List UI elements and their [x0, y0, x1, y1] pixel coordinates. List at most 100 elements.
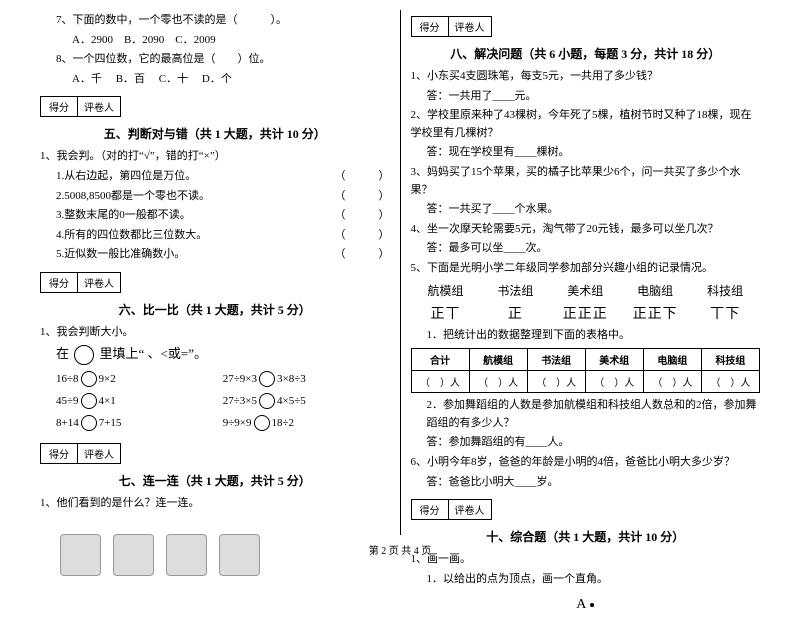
- th2: 书法组: [527, 349, 585, 371]
- figure-2: [113, 534, 154, 576]
- score-box-10: 得分 评卷人: [411, 499, 492, 520]
- grader-label: 评卷人: [449, 17, 491, 36]
- score-label: 得分: [41, 273, 78, 292]
- right-column: 得分 评卷人 八、解决问题（共 6 小题，每题 3 分，共计 18 分） 1、小…: [401, 10, 771, 535]
- q8-opt-a: A．千: [72, 73, 102, 85]
- dot-icon: [590, 603, 594, 607]
- tally-headers: 航模组 书法组 美术组 电脑组 科技组: [411, 282, 761, 299]
- grp2: 书法组: [480, 282, 550, 299]
- figure-4: [219, 534, 260, 576]
- m2l2: 4×1: [99, 395, 116, 407]
- td4: （ ）人: [643, 371, 701, 393]
- q7-options: A．2900 B．2090 C．2009: [40, 32, 390, 50]
- instr-c: 、<或=”。: [148, 346, 207, 361]
- grp1: 航模组: [411, 282, 481, 299]
- sec5-i1-text: 1.从右边起，第四位是万位。: [56, 170, 196, 182]
- sec5-intro: 1、我会判。（对的打“√”，错的打“×”）: [40, 148, 390, 166]
- sec8-a5: 答：参加舞蹈组的有____人。: [411, 434, 761, 452]
- sec5-i3-text: 3.整数末尾的0一般都不读。: [56, 209, 191, 221]
- th4: 电脑组: [643, 349, 701, 371]
- q7-text: 7、下面的数中，一个零也不读的是（ ）。: [40, 12, 390, 30]
- sec8-q6: 6、小明今年8岁，爸爸的年龄是小明的4倍，爸爸比小明大多少岁？: [411, 454, 761, 472]
- sec5-i4-text: 4.所有的四位数都比三位数大。: [56, 229, 207, 241]
- sec5-i5-text: 5.近似数一般比准确数小。: [56, 248, 185, 260]
- td5: （ ）人: [701, 371, 759, 393]
- sec8-title: 八、解决问题（共 6 小题，每题 3 分，共计 18 分）: [411, 45, 761, 62]
- score-label: 得分: [412, 17, 449, 36]
- sec8-t1: 1．把统计出的数据整理到下面的表格中。: [411, 327, 761, 345]
- sec7-title: 七、连一连（共 1 大题，共计 5 分）: [40, 472, 390, 489]
- m3r2: 18÷2: [272, 417, 295, 429]
- m1l1: 16÷8: [56, 373, 79, 385]
- sec5-item4: 4.所有的四位数都比三位数大。（ ）: [40, 227, 390, 245]
- th3: 美术组: [585, 349, 643, 371]
- grader-label: 评卷人: [449, 500, 491, 519]
- tm3: 正正正: [550, 303, 620, 323]
- score-label: 得分: [41, 97, 78, 116]
- q7-opt-b: B．2090: [124, 34, 164, 46]
- grader-label: 评卷人: [78, 444, 120, 463]
- sec8-q3: 3、妈妈买了15个苹果，买的橘子比苹果少6个，问一共买了多少个水果？: [411, 164, 761, 199]
- grp3: 美术组: [550, 282, 620, 299]
- m3r1: 9÷9×9: [223, 417, 252, 429]
- tm2: 正: [480, 303, 550, 323]
- sec7-q: 1、他们看到的是什么？连一连。: [40, 495, 390, 513]
- score-box-7: 得分 评卷人: [40, 443, 121, 464]
- sec8-q1: 1、小东买4支圆珠笔，每支5元，一共用了多少钱？: [411, 68, 761, 86]
- grader-label: 评卷人: [78, 273, 120, 292]
- circle-icon: [254, 415, 270, 431]
- th1: 航模组: [469, 349, 527, 371]
- td3: （ ）人: [585, 371, 643, 393]
- th0: 合计: [411, 349, 469, 371]
- td2: （ ）人: [527, 371, 585, 393]
- sec8-q5: 5、下面是光明小学二年级同学参加部分兴趣小组的记录情况。: [411, 260, 761, 278]
- m2r2: 4×5÷5: [277, 395, 306, 407]
- sec5-item2: 2.5008,8500都是一个零也不读。（ ）: [40, 188, 390, 206]
- score-box-8: 得分 评卷人: [411, 16, 492, 37]
- q8-text: 8、一个四位数，它的最高位是（ ）位。: [40, 51, 390, 69]
- m1l2: 9×2: [99, 373, 116, 385]
- connect-image: [60, 516, 260, 576]
- grp4: 电脑组: [620, 282, 690, 299]
- sec8-a6: 答：爸爸比小明大____岁。: [411, 474, 761, 492]
- q8-opt-c: C．十: [159, 73, 188, 85]
- sec8-a1: 答：一共用了____元。: [411, 88, 761, 106]
- sec5-item1: 1.从右边起，第四位是万位。（ ）: [40, 168, 390, 186]
- score-label: 得分: [412, 500, 449, 519]
- table-header-row: 合计 航模组 书法组 美术组 电脑组 科技组: [411, 349, 760, 371]
- sec10-sub: 1．以给出的点为顶点，画一个直角。: [411, 571, 761, 589]
- td0: （ ）人: [411, 371, 469, 393]
- m3l2: 7+15: [99, 417, 122, 429]
- sec5-i2-text: 2.5008,8500都是一个零也不读。: [56, 190, 210, 202]
- sec8-t2: 2．参加舞蹈组的人数是参加航模组和科技组人数总和的2倍，参加舞蹈组的有多少人？: [411, 397, 761, 432]
- m1r1: 27÷9×3: [223, 373, 257, 385]
- circle-icon: [74, 345, 94, 365]
- figure-3: [166, 534, 207, 576]
- math-row-3: 8+14 7+15 9÷9×9 18÷2: [40, 415, 390, 431]
- sec8-a4: 答：最多可以坐____次。: [411, 240, 761, 258]
- sec5-title: 五、判断对与错（共 1 大题，共计 10 分）: [40, 125, 390, 142]
- sec10-q: 1、画一画。: [411, 551, 761, 569]
- math-row-1: 16÷89×2 27÷9×33×8÷3: [40, 371, 390, 387]
- th5: 科技组: [701, 349, 759, 371]
- circle-icon: [81, 415, 97, 431]
- m3l1: 8+14: [56, 417, 79, 429]
- circle-icon: [259, 393, 275, 409]
- point-a: A: [411, 594, 761, 616]
- sec10-title: 十、综合题（共 1 大题，共计 10 分）: [411, 528, 761, 545]
- figure-1: [60, 534, 101, 576]
- circle-icon: [259, 371, 275, 387]
- sec6-instruction: 在 里填上“ 、<或=”。: [40, 344, 390, 365]
- td1: （ ）人: [469, 371, 527, 393]
- tm4: 正正下: [620, 303, 690, 323]
- tally-marks: 正丅 正 正正正 正正下 丅下: [411, 303, 761, 323]
- tm5: 丅下: [690, 303, 760, 323]
- sec8-q4: 4、坐一次摩天轮需要5元，淘气带了20元钱，最多可以坐几次？: [411, 221, 761, 239]
- sec5-item5: 5.近似数一般比准确数小。（ ）: [40, 246, 390, 264]
- m2l1: 45÷9: [56, 395, 79, 407]
- sec6-title: 六、比一比（共 1 大题，共计 5 分）: [40, 301, 390, 318]
- circle-icon: [81, 393, 97, 409]
- q7-opt-c: C．2009: [175, 34, 215, 46]
- math-row-2: 45÷94×1 27÷3×54×5÷5: [40, 393, 390, 409]
- sec8-q2: 2、学校里原来种了43棵树，今年死了5棵，植树节时又种了18棵，现在学校里有几棵…: [411, 107, 761, 142]
